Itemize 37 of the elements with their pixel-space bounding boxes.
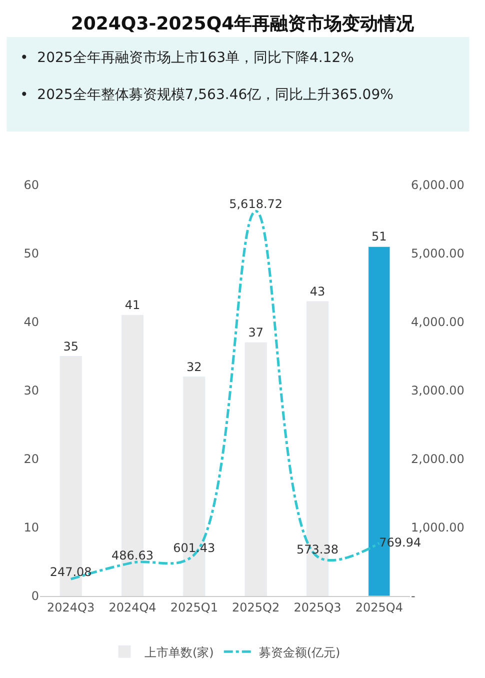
y-tick-label: 10 [24, 520, 39, 535]
legend-label: 募资金额(亿元) [258, 645, 340, 660]
x-tick-label: 2025Q3 [294, 600, 342, 614]
bar [244, 342, 267, 596]
legend-label: 上市单数(家) [144, 645, 214, 660]
x-tick-label: 2025Q2 [232, 600, 280, 614]
data-label: 41 [124, 298, 140, 312]
y-tick-label: 50 [24, 246, 39, 261]
x-tick-label: 2024Q3 [47, 600, 95, 614]
data-label: 35 [63, 339, 78, 354]
data-label: 601.43 [173, 540, 216, 555]
y2-tick-label: 6,000.00 [411, 178, 464, 192]
y2-tick-label: - [411, 589, 416, 604]
data-label: 37 [248, 326, 264, 340]
x-tick-label: 2025Q1 [170, 600, 218, 614]
chart-title: 2024Q3-2025Q4年再融资市场变动情况 [70, 14, 416, 35]
y2-tick-label: 4,000.00 [411, 315, 464, 330]
data-label: 573.38 [296, 542, 338, 557]
data-label: 486.63 [112, 548, 154, 563]
data-label: 51 [372, 230, 387, 244]
y-tick-label: 60 [24, 178, 39, 192]
y2-tick-label: 1,000.00 [411, 520, 464, 535]
x-tick-label: 2025Q4 [355, 600, 403, 614]
data-label: 5,618.72 [229, 197, 283, 212]
data-label: 43 [310, 284, 326, 298]
y-tick-label: 0 [31, 589, 39, 604]
data-label: 247.08 [50, 565, 92, 580]
y2-tick-label: 3,000.00 [411, 384, 464, 398]
text: • 2025全年整体募资规模7,563.46亿，同比上升365.09% [20, 87, 394, 103]
y2-tick-label: 2,000.00 [411, 452, 464, 466]
y-tick-label: 20 [24, 452, 39, 466]
y-tick-label: 30 [24, 384, 39, 398]
y2-tick-label: 5,000.00 [411, 246, 464, 261]
text: • 2025全年再融资市场上市163单，同比下降4.12% [20, 50, 354, 66]
y-tick-label: 40 [24, 315, 39, 330]
x-tick-label: 2024Q4 [108, 600, 156, 614]
data-label: 32 [186, 360, 202, 374]
